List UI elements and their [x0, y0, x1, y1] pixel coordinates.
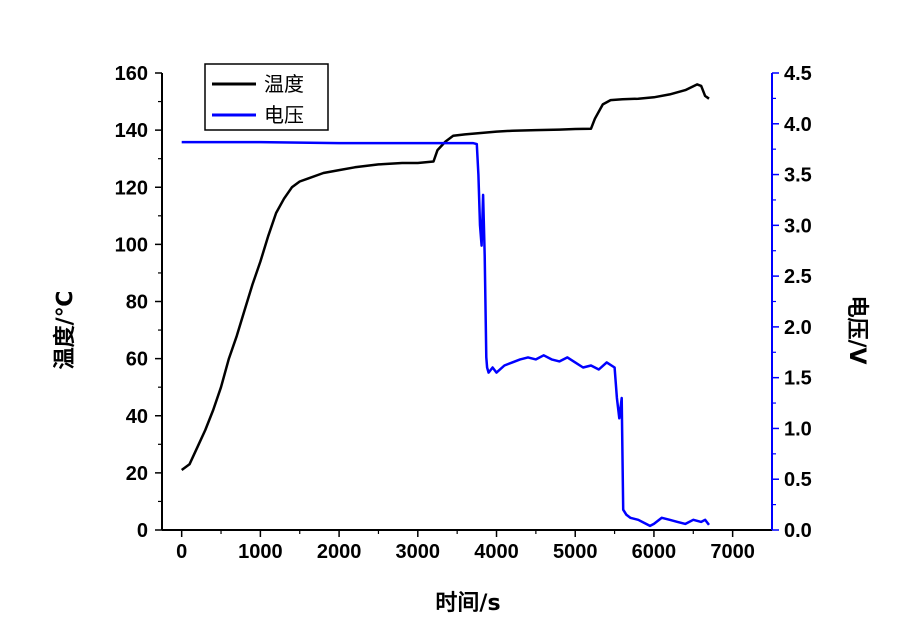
- y-left-tick-label: 120: [115, 177, 148, 199]
- legend: 温度 电压: [204, 63, 329, 131]
- y-right-tick-label: 3.5: [784, 165, 812, 187]
- y-left-tick-label: 0: [137, 520, 148, 542]
- y-left-tick-label: 140: [115, 120, 148, 142]
- x-tick-label: 4000: [474, 541, 519, 563]
- y-right-tick-label: 2.0: [784, 317, 812, 339]
- legend-box: [204, 63, 329, 131]
- y-right-tick-label: 1.0: [784, 418, 812, 440]
- x-tick-label: 2000: [317, 541, 362, 563]
- series-line-voltage: [181, 140, 710, 528]
- y-right-tick-label: 3.0: [784, 215, 812, 237]
- x-tick-label: 1000: [238, 541, 283, 563]
- x-axis-title: 时间/s: [435, 591, 500, 616]
- legend-label-voltage: 电压: [264, 103, 304, 127]
- y-right-tick-label: 0.0: [784, 520, 812, 542]
- y-left-tick-label: 20: [126, 463, 148, 485]
- y-right-tick-label: 2.5: [784, 266, 812, 288]
- y-left-tick-label: 100: [115, 234, 148, 256]
- series-layer: [180, 83, 710, 528]
- y-left-tick-label: 80: [126, 292, 148, 314]
- x-tick-label: 5000: [553, 541, 598, 563]
- y-left-tick-label: 160: [115, 63, 148, 85]
- x-tick-label: 3000: [396, 541, 441, 563]
- x-tick-label: 6000: [632, 541, 677, 563]
- y-right-tick-label: 4.0: [784, 114, 812, 136]
- y-axis-title-right: 电压/V: [844, 295, 869, 364]
- y-left-tick-label: 60: [126, 349, 148, 371]
- legend-label-temperature: 温度: [264, 72, 304, 96]
- ticks: 0 1000 2000 3000 4000 5000 6000 7000 0 20 40 60 80 10…: [115, 63, 812, 563]
- y-axis-title-left: 温度/℃: [52, 291, 78, 370]
- x-tick-label: 7000: [710, 541, 755, 563]
- y-right-tick-label: 1.5: [784, 368, 812, 390]
- y-right-tick-label: 0.5: [784, 469, 812, 491]
- y-right-tick-label: 4.5: [784, 63, 812, 85]
- x-tick-label: 0: [176, 541, 187, 563]
- y-left-tick-label: 40: [126, 406, 148, 428]
- series-line-temperature: [180, 83, 710, 472]
